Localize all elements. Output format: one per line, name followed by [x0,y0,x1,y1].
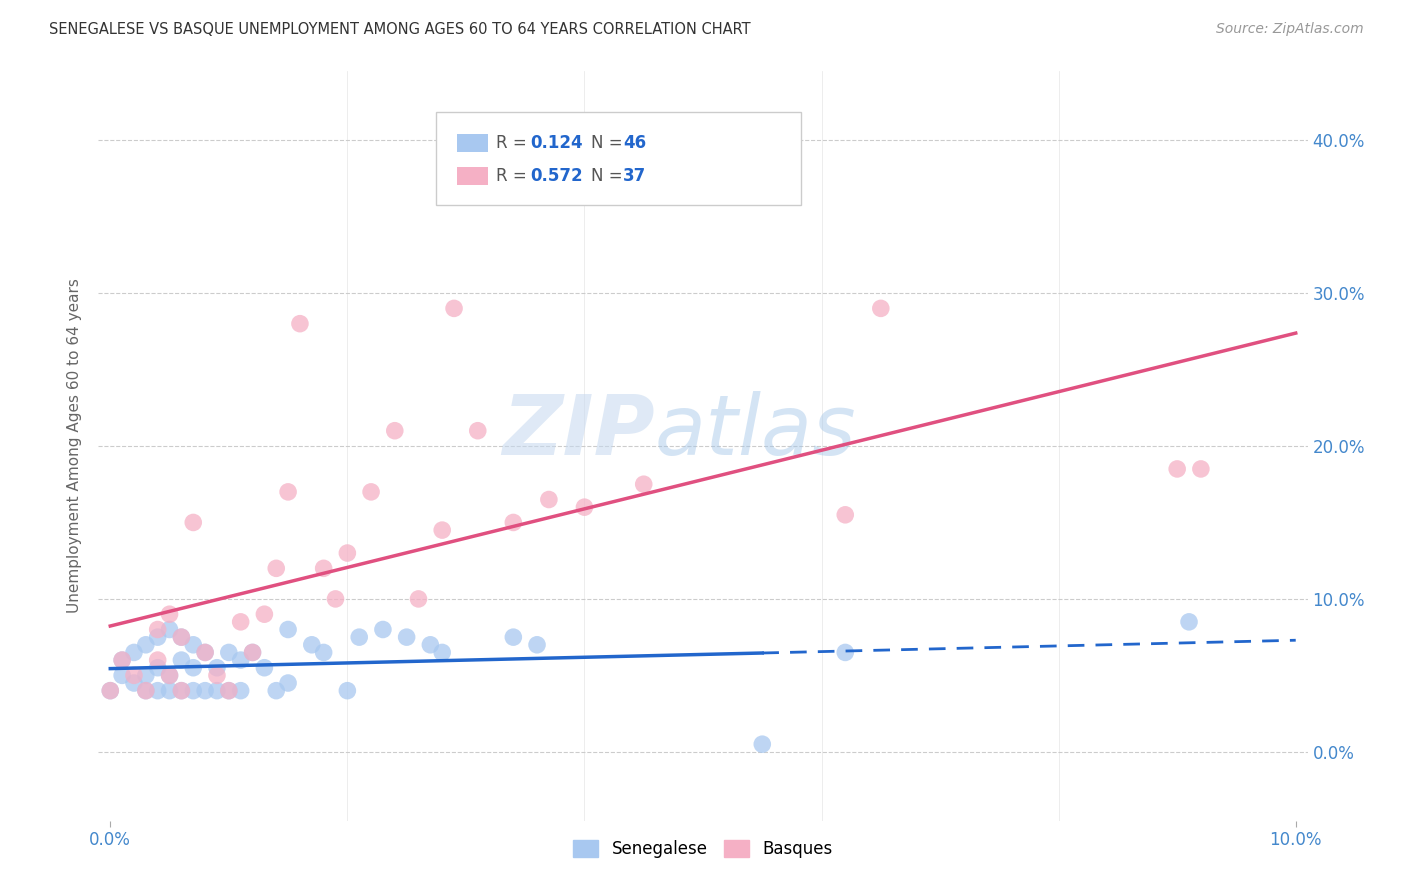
Point [502,516,524,530]
Point [194,683,217,698]
Point [111,668,134,682]
Point [205,661,228,675]
Point [751,737,773,751]
Text: R =: R = [496,134,533,152]
Point [146,623,169,637]
Point [264,561,287,575]
Point [242,645,264,659]
Text: N =: N = [591,167,627,185]
Point [312,561,335,575]
Point [834,645,856,659]
Point [371,623,394,637]
Point [432,523,454,537]
Point [194,645,217,659]
Point [181,661,204,675]
Point [242,645,264,659]
Point [146,630,169,644]
Point [159,668,181,682]
Point [122,645,145,659]
Point [467,424,489,438]
Point [181,683,204,698]
Point [1166,462,1188,476]
Point [194,645,217,659]
Point [277,623,299,637]
Text: 0.124: 0.124 [530,134,582,152]
Point [181,638,204,652]
Point [325,591,347,606]
Text: ZIP: ZIP [502,391,655,472]
Point [122,676,145,690]
Text: N =: N = [591,134,627,152]
Point [181,516,204,530]
Point [135,683,157,698]
Point [253,607,276,622]
Point [122,668,145,682]
Point [288,317,311,331]
Text: atlas: atlas [655,391,856,472]
Point [384,424,406,438]
Point [336,546,359,560]
Point [170,653,193,667]
Point [146,653,169,667]
Point [419,638,441,652]
Point [111,653,134,667]
Text: 37: 37 [623,167,647,185]
Point [869,301,891,316]
Point [347,630,370,644]
Point [312,645,335,659]
Point [253,661,276,675]
Point [135,668,157,682]
Point [360,484,382,499]
Point [526,638,548,652]
Point [1189,462,1212,476]
Point [98,683,121,698]
Text: SENEGALESE VS BASQUE UNEMPLOYMENT AMONG AGES 60 TO 64 YEARS CORRELATION CHART: SENEGALESE VS BASQUE UNEMPLOYMENT AMONG … [49,22,751,37]
Text: 0.572: 0.572 [530,167,582,185]
Point [229,683,252,698]
Point [218,645,240,659]
Point [443,301,465,316]
Point [537,492,560,507]
Point [408,591,430,606]
Text: R =: R = [496,167,533,185]
Point [502,630,524,644]
Point [170,683,193,698]
Point [159,683,181,698]
Point [395,630,418,644]
Point [98,683,121,698]
Point [229,653,252,667]
Point [159,607,181,622]
Point [159,623,181,637]
Point [170,630,193,644]
Point [834,508,856,522]
Point [146,661,169,675]
Point [301,638,323,652]
Text: 46: 46 [623,134,645,152]
Point [135,638,157,652]
Point [218,683,240,698]
Point [205,668,228,682]
Point [229,615,252,629]
Point [277,484,299,499]
Point [1178,615,1201,629]
Point [218,683,240,698]
Point [111,653,134,667]
Point [135,683,157,698]
Text: Source: ZipAtlas.com: Source: ZipAtlas.com [1216,22,1364,37]
Point [264,683,287,698]
Point [277,676,299,690]
Point [336,683,359,698]
Point [170,630,193,644]
Y-axis label: Unemployment Among Ages 60 to 64 years: Unemployment Among Ages 60 to 64 years [67,278,83,614]
Point [146,683,169,698]
Point [159,668,181,682]
Point [170,683,193,698]
Point [633,477,655,491]
Point [574,500,596,515]
Point [432,645,454,659]
Point [205,683,228,698]
Legend: Senegalese, Basques: Senegalese, Basques [567,833,839,864]
